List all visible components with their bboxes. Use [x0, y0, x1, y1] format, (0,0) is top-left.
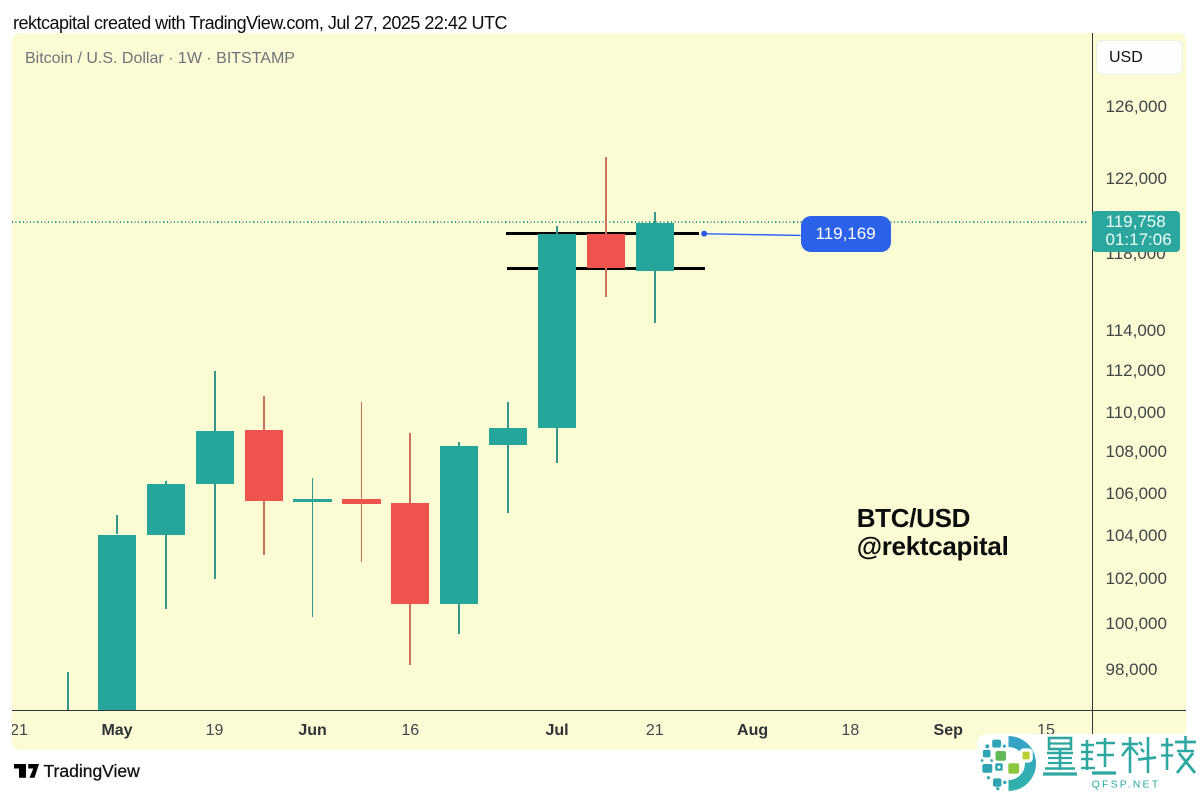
svg-text:QFSP.NET: QFSP.NET [1092, 779, 1161, 791]
